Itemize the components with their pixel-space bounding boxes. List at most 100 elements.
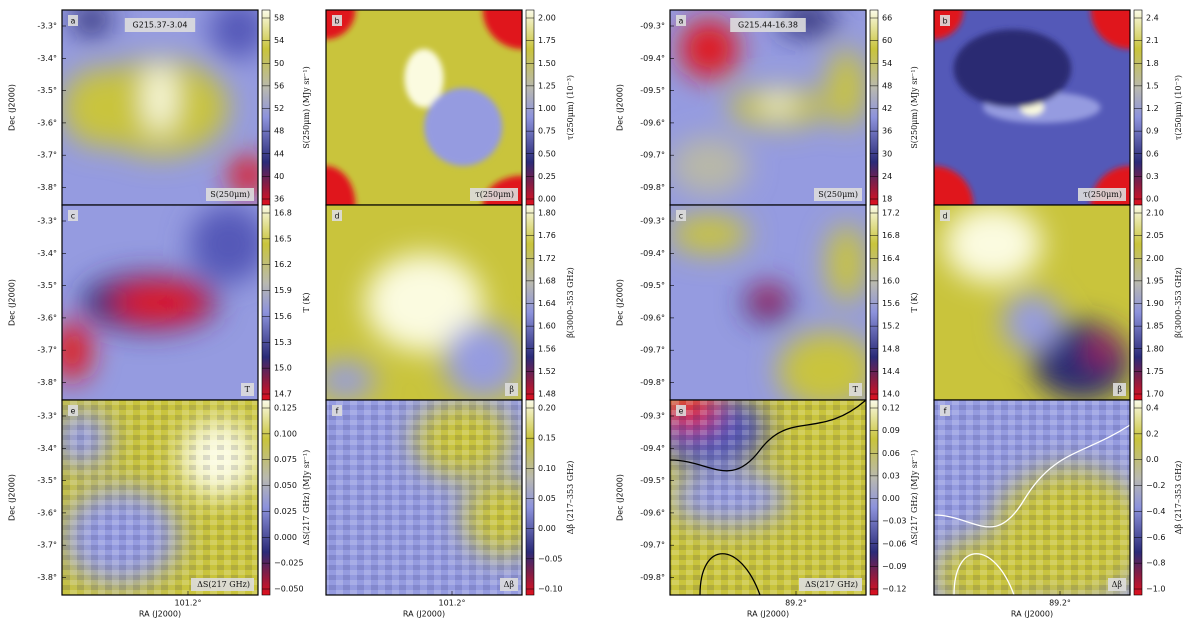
map-image (62, 400, 258, 595)
panel-letter: e (679, 407, 684, 416)
colorbar-tick-label: −0.10 (538, 585, 563, 594)
map-texture (670, 400, 866, 595)
colorbar-tick-label: 1.72 (538, 254, 556, 263)
map-blob (365, 253, 483, 352)
map-blob (670, 214, 749, 254)
field-name: G215.37-3.04 (133, 21, 188, 30)
map-blob (144, 62, 176, 133)
map-blob (404, 49, 444, 108)
dec-tick-label: -3.6° (37, 313, 57, 322)
map-blob (1090, 10, 1130, 49)
map-blob (670, 136, 749, 196)
colorbar-tick-label: 0.50 (538, 149, 556, 158)
colorbar-tick-label: 16.2 (274, 260, 292, 269)
panel-tag: τ(250μm) (1083, 190, 1122, 199)
colorbar-tick-label: 16.5 (274, 234, 292, 243)
dec-tick-label: -09.8° (640, 378, 665, 387)
map-panel: e ΔS(217 GHz) 0.12 0.09 0.06 0.03 0.00 −0.03 −0.… (616, 399, 919, 619)
dec-tick-label: -3.7° (37, 541, 57, 550)
map-texture (62, 400, 258, 595)
colorbar-tick-label: 0.100 (274, 429, 297, 438)
map-blob (1090, 341, 1111, 361)
dec-tick-label: -09.7° (640, 346, 665, 355)
dec-tick-label: -3.4° (37, 54, 57, 63)
dec-tick-label: -09.3° (640, 217, 665, 226)
map-panel: d β 1.80 1.76 1.72 1.68 1.64 1.60 1.56 1.52 1.48 β(… (325, 204, 575, 401)
map-blob (953, 29, 1072, 108)
colorbar-tick-label: 44 (274, 149, 284, 158)
colorbar-tick-label: 1.56 (538, 344, 556, 353)
colorbar-tick-label: 1.95 (1146, 276, 1164, 285)
colorbar-tick-label: 0.03 (882, 471, 900, 480)
colorbar-tick-label: 0.025 (274, 507, 297, 516)
panel-frame (325, 399, 523, 596)
colorbar-tick-label: −0.050 (274, 585, 304, 594)
dec-tick-label: -09.6° (640, 508, 665, 517)
map-panel: f Δβ 0.4 0.2 0.0 −0.2 −0.4 −0.6 −0.8 −1.0 Δβ (217–… (933, 399, 1183, 619)
map-blob (189, 205, 258, 283)
colorbar-label: S(250μm) (MJy sr⁻¹) (910, 66, 919, 148)
panel-letter: a (679, 17, 684, 26)
colorbar-tick-label: 54 (274, 36, 284, 45)
panel-frame (933, 399, 1131, 596)
dec-tick-label: -3.8° (37, 183, 57, 192)
colorbar-tick-label: 0.3 (1146, 172, 1159, 181)
panel-letter-box (940, 405, 950, 416)
map-structure (62, 10, 258, 196)
panel-tag-box (241, 383, 254, 396)
dec-tick-label: -09.4° (640, 249, 665, 258)
field-name: G215.44-16.38 (738, 21, 798, 30)
colorbar-tick-label: 0.000 (274, 533, 297, 542)
colorbar-tick-label: 1.2 (1146, 104, 1159, 113)
map-blob (443, 322, 522, 400)
panel-tag: T (245, 385, 251, 394)
dec-tick-label: -3.5° (37, 281, 57, 290)
panel-tag-box (505, 383, 518, 396)
map-blob (1032, 322, 1130, 400)
colorbar-tick-label: 0.00 (538, 524, 556, 533)
colorbar-tick-label: 0.0 (1146, 195, 1159, 204)
colorbar-tick-label: 0.075 (274, 455, 297, 464)
dec-tick-label: -09.4° (640, 54, 665, 63)
panel-tag-box (799, 578, 862, 591)
map-image (670, 10, 866, 205)
colorbar-tick-label: 14.4 (882, 367, 900, 376)
dec-tick-label: -09.5° (640, 86, 665, 95)
colorbar-tick-label: 2.1 (1146, 36, 1159, 45)
map-texture (326, 400, 522, 595)
colorbar-tick-label: 1.75 (538, 36, 556, 45)
panel-tag: S(250μm) (210, 190, 250, 199)
map-panel: c T 16.8 16.5 16.2 15.9 15.6 15.3 15.0 14.7 T (K) -… (8, 204, 311, 401)
colorbar-tick-label: −0.2 (1146, 481, 1165, 490)
y-axis-label: Dec (J2000) (8, 279, 17, 326)
panel-letter-box (940, 210, 950, 221)
x-axis-label: RA (J2000) (139, 610, 181, 619)
y-axis-label: Dec (J2000) (616, 279, 625, 326)
colorbar (525, 399, 535, 596)
colorbar-tick-label: 1.25 (538, 81, 556, 90)
map-blob (424, 88, 503, 166)
colorbar-tick-label: 0.00 (538, 195, 556, 204)
panel-letter: f (944, 407, 947, 416)
colorbar-tick-label: 58 (274, 14, 284, 23)
dec-tick-label: -3.8° (37, 378, 57, 387)
colorbar-tick-label: 30 (882, 149, 892, 158)
map-panel: a S(250μm) G215.37-3.04 58 54 50 56 52 48 44 40 36 S… (8, 9, 311, 206)
dec-tick-label: -09.7° (640, 541, 665, 550)
map-blob (326, 361, 375, 400)
ra-tick-label: 101.2° (439, 599, 466, 608)
colorbar-tick-label: 2.05 (1146, 231, 1164, 240)
colorbar-tick-label: 2.4 (1146, 14, 1159, 23)
colorbar-tick-label: 16.8 (274, 209, 292, 218)
colorbar-tick-label: 0.06 (882, 449, 900, 458)
colorbar-label: β(3000–353 GHz) (566, 267, 575, 338)
panel-letter-box (332, 210, 342, 221)
colorbar-tick-label: 1.76 (538, 231, 556, 240)
colorbar-tick-label: −1.0 (1146, 585, 1165, 594)
colorbar (1133, 399, 1143, 596)
panel-letter-box (68, 210, 78, 221)
ra-tick-label: 101.2° (175, 599, 202, 608)
map-texture (934, 400, 1130, 595)
panel-tag-box (206, 188, 254, 201)
colorbar-label: τ(250μm) (10⁻³) (566, 75, 575, 140)
